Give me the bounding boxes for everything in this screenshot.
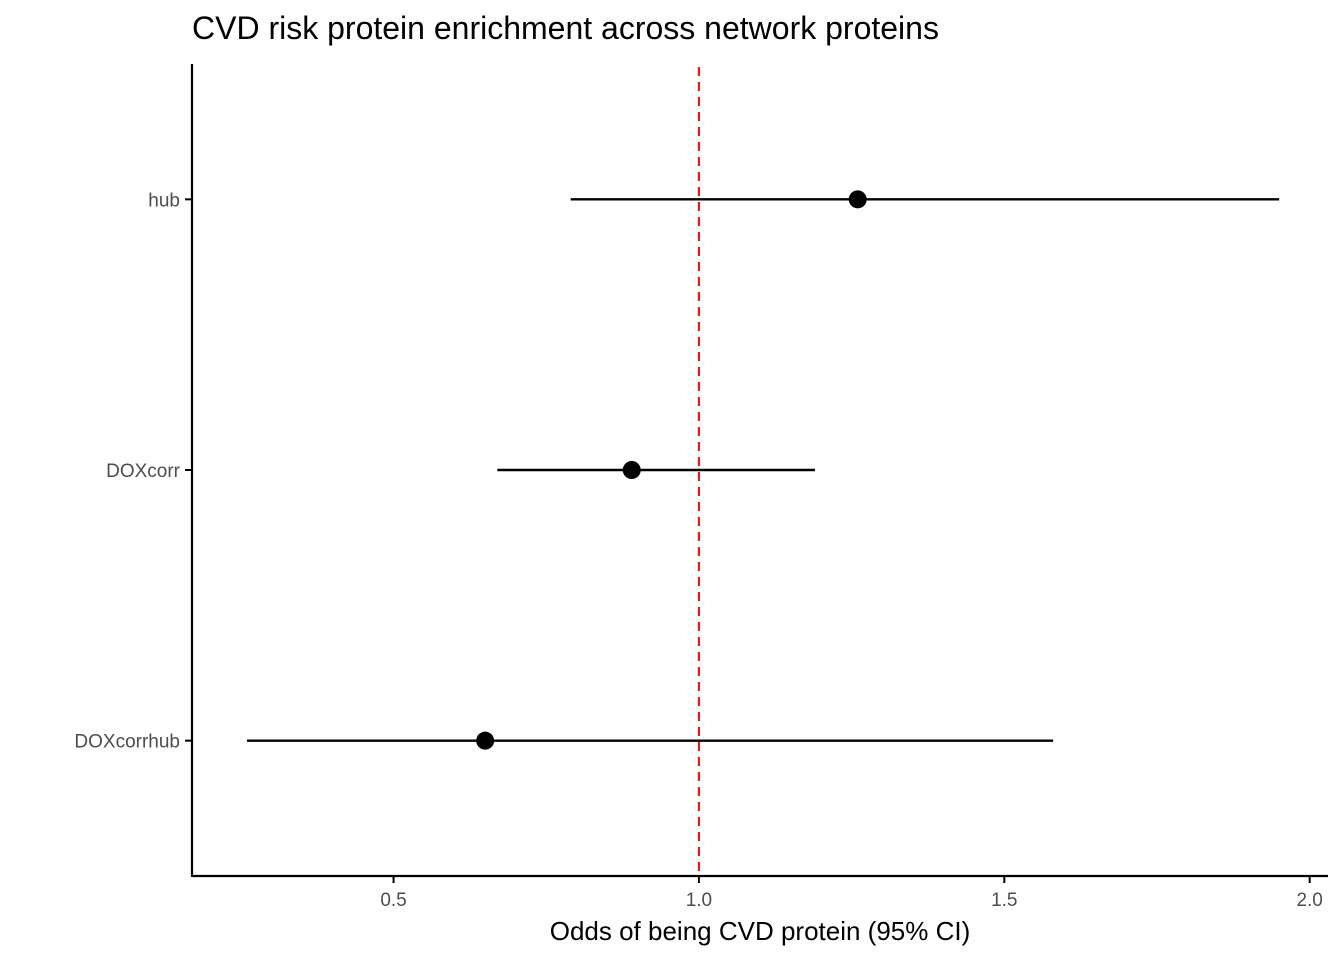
x-tick-label: 2.0 <box>1296 890 1322 911</box>
x-tick-label: 1.5 <box>991 890 1017 911</box>
y-tick-label-doxcorrhub: DOXcorrhub <box>74 732 180 753</box>
y-tick-label-doxcorr: DOXcorr <box>106 461 181 482</box>
point-estimate-doxcorrhub <box>476 731 495 750</box>
y-tick-label-hub: hub <box>148 190 180 211</box>
x-axis-ticks: 0.5 1.0 1.5 2.0 <box>380 876 1323 911</box>
point-estimate-hub <box>848 190 867 209</box>
plot-area <box>246 67 1280 876</box>
x-tick-label: 1.0 <box>686 890 712 911</box>
x-axis-title: Odds of being CVD protein (95% CI) <box>550 916 971 946</box>
point-estimate-doxcorr <box>622 461 641 479</box>
chart-title: CVD risk protein enrichment across netwo… <box>192 10 939 46</box>
x-tick-label: 0.5 <box>380 890 406 911</box>
y-axis-ticks: hub DOXcorr DOXcorrhub <box>74 190 192 753</box>
